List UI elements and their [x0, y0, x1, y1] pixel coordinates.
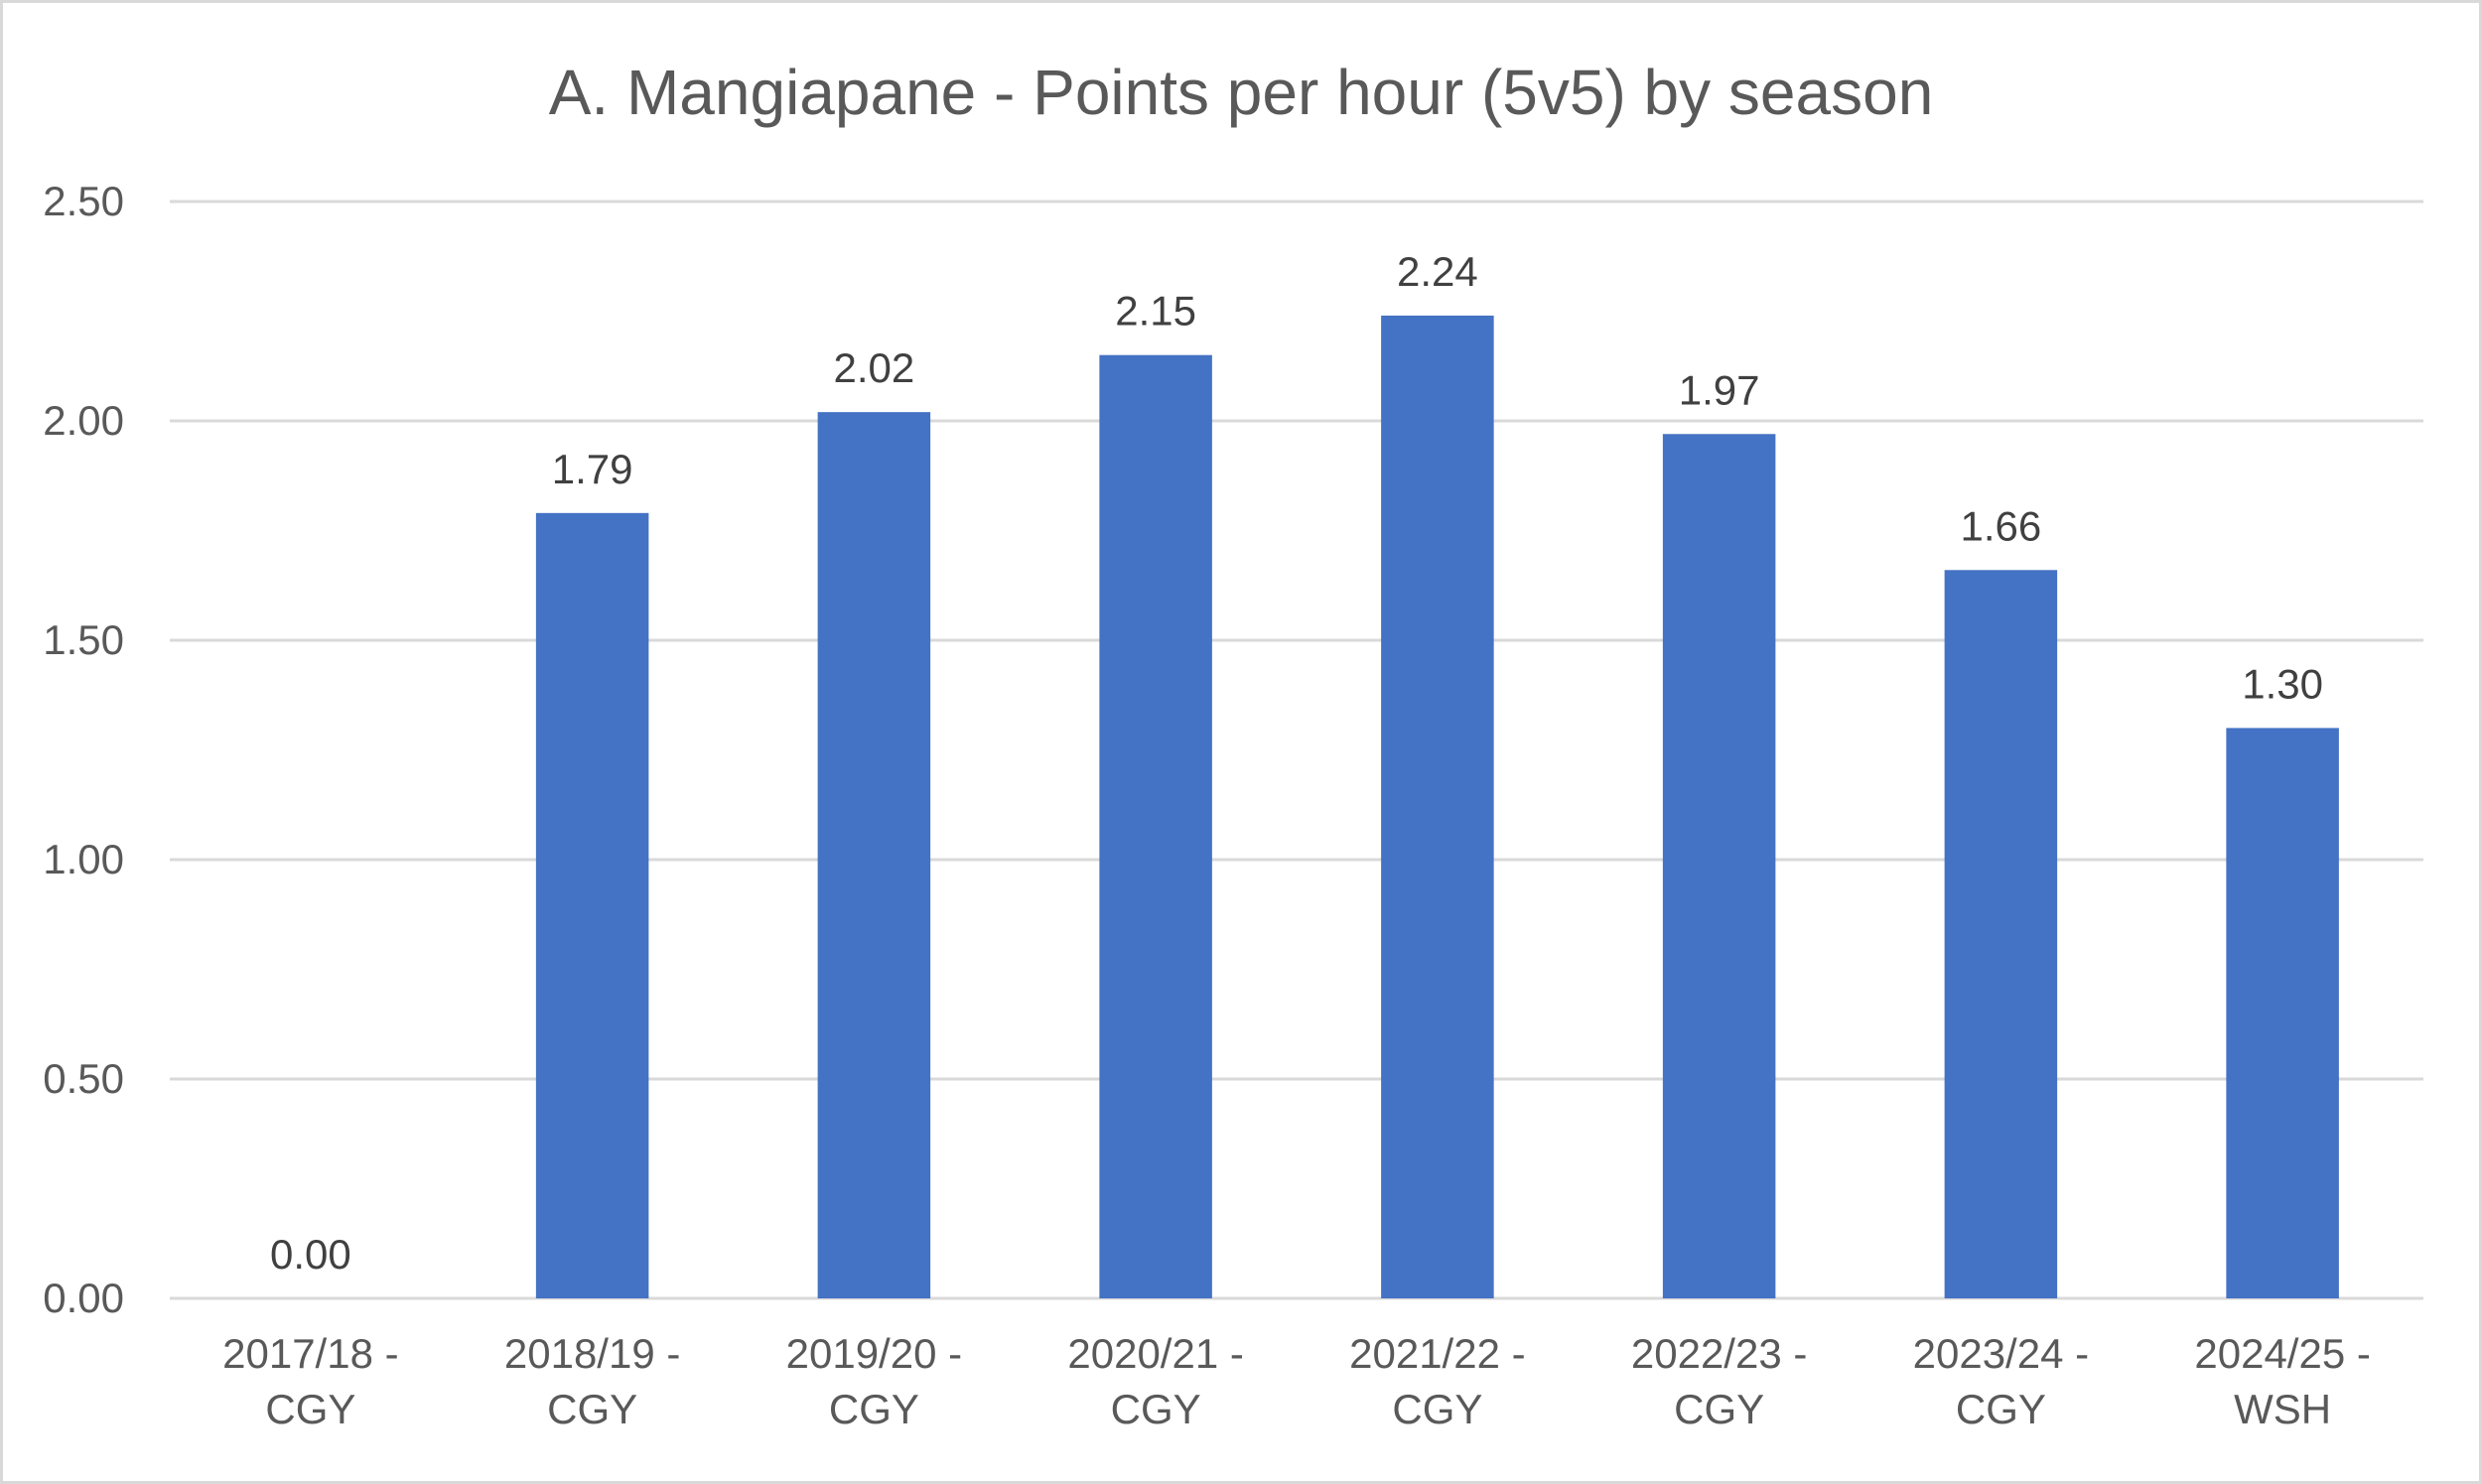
y-tick-label: 1.00 [43, 836, 124, 882]
data-label: 2.15 [1115, 288, 1196, 335]
bar [535, 512, 649, 1298]
x-tick-label-line: CGY [1392, 1386, 1482, 1432]
y-axis-tick-labels: 0.00 0.50 1.00 1.50 2.00 2.50 [43, 178, 124, 1321]
x-tick-label: 2018/19 - CGY [504, 1330, 680, 1432]
chart-svg: A. Mangiapane - Points per hour (5v5) by… [43, 57, 2423, 1432]
x-tick-label-line: WSH [2234, 1386, 2331, 1432]
bar [1662, 434, 1776, 1298]
bar [817, 412, 931, 1298]
y-tick-label: 0.50 [43, 1055, 124, 1102]
chart-title: A. Mangiapane - Points per hour (5v5) by… [549, 57, 1934, 128]
x-tick-label: 2017/18 - CGY [222, 1330, 398, 1432]
bar [1381, 315, 1494, 1298]
x-tick-label: 2020/21 - CGY [1067, 1330, 1243, 1432]
data-label: 1.79 [552, 446, 633, 492]
x-tick-label-line: CGY [1674, 1386, 1764, 1432]
x-tick-label: 2024/25 - WSH [2194, 1330, 2370, 1432]
bar [1944, 570, 2058, 1298]
x-tick-label-line: 2017/18 - [222, 1330, 398, 1377]
data-label: 1.66 [1961, 502, 2042, 549]
x-tick-label-line: 2023/24 - [1913, 1330, 2089, 1377]
data-label: 1.97 [1679, 366, 1760, 413]
x-tick-label-line: 2021/22 - [1349, 1330, 1525, 1377]
x-tick-label-line: CGY [1111, 1386, 1201, 1432]
x-tick-label-line: 2018/19 - [504, 1330, 680, 1377]
data-label: 0.00 [270, 1231, 351, 1278]
x-tick-label-line: CGY [265, 1386, 355, 1432]
x-tick-label-line: 2024/25 - [2194, 1330, 2370, 1377]
x-tick-label: 2021/22 - CGY [1349, 1330, 1525, 1432]
x-tick-label-line: 2019/20 - [786, 1330, 962, 1377]
y-tick-label: 2.50 [43, 178, 124, 224]
x-tick-label-line: 2020/21 - [1067, 1330, 1243, 1377]
y-tick-label: 2.00 [43, 397, 124, 444]
x-tick-label-line: CGY [1956, 1386, 2046, 1432]
data-label: 2.24 [1397, 248, 1478, 295]
x-tick-label: 2019/20 - CGY [786, 1330, 962, 1432]
data-label: 1.30 [2242, 660, 2323, 707]
bars [535, 315, 2339, 1298]
gridlines [170, 200, 2423, 1300]
bar [1099, 354, 1212, 1298]
x-tick-label-line: CGY [547, 1386, 637, 1432]
y-tick-label: 1.50 [43, 616, 124, 663]
data-label: 2.02 [834, 344, 915, 391]
x-tick-label: 2022/23 - CGY [1631, 1330, 1807, 1432]
y-tick-label: 0.00 [43, 1275, 124, 1321]
x-tick-label-line: CGY [829, 1386, 919, 1432]
data-labels: 0.00 1.79 2.02 2.15 2.24 1.97 1.66 1.30 [270, 248, 2323, 1278]
x-tick-label: 2023/24 - CGY [1913, 1330, 2089, 1432]
bar [2226, 728, 2339, 1298]
x-tick-label-line: 2022/23 - [1631, 1330, 1807, 1377]
